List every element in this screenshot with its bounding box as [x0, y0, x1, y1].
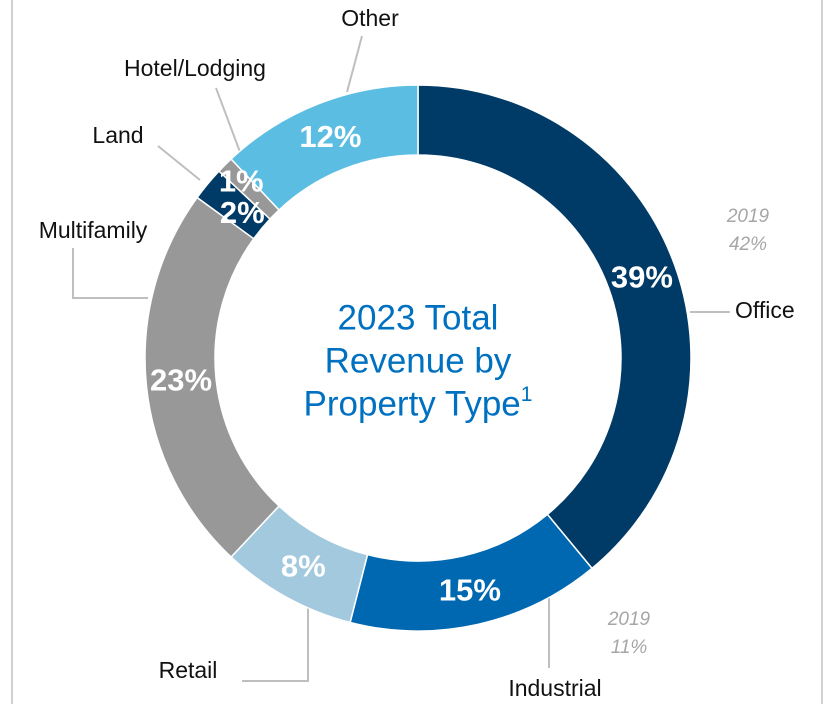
value-label: 15% [439, 572, 501, 607]
leader-line [346, 35, 363, 93]
slice [230, 84, 419, 212]
annotation: 2019 [726, 206, 770, 227]
footnote-marker: 1 [521, 383, 533, 406]
annotation: 42% [729, 234, 767, 255]
labels: 39% Office 15% Industrial 8% Retail 23% Multifa… [39, 5, 795, 701]
leader-line [157, 145, 201, 181]
value-label: 8% [281, 549, 326, 584]
category-label: Industrial [508, 675, 601, 701]
category-label: Retail [159, 657, 218, 683]
leader-line [215, 87, 241, 153]
category-label: Hotel/Lodging [124, 55, 266, 81]
slice [417, 84, 692, 570]
leader-line [72, 248, 148, 299]
category-label: Office [735, 297, 795, 323]
value-label: 12% [299, 119, 361, 154]
value-label: 2% [220, 195, 265, 230]
center-title: 2023 Total [338, 298, 499, 337]
slices [144, 84, 692, 632]
category-label: Multifamily [39, 217, 148, 243]
annotation: 2019 [607, 609, 651, 630]
value-label: 1% [219, 163, 264, 198]
category-label: Other [341, 5, 399, 31]
annotation: 11% [611, 637, 648, 658]
center-title: Revenue by [325, 341, 512, 380]
value-label: 39% [611, 260, 673, 295]
category-label: Land [92, 122, 143, 148]
center-title: Property Type1 [304, 383, 533, 424]
leader-lines [72, 35, 730, 682]
value-label: 23% [150, 363, 212, 398]
leader-line [242, 600, 309, 682]
